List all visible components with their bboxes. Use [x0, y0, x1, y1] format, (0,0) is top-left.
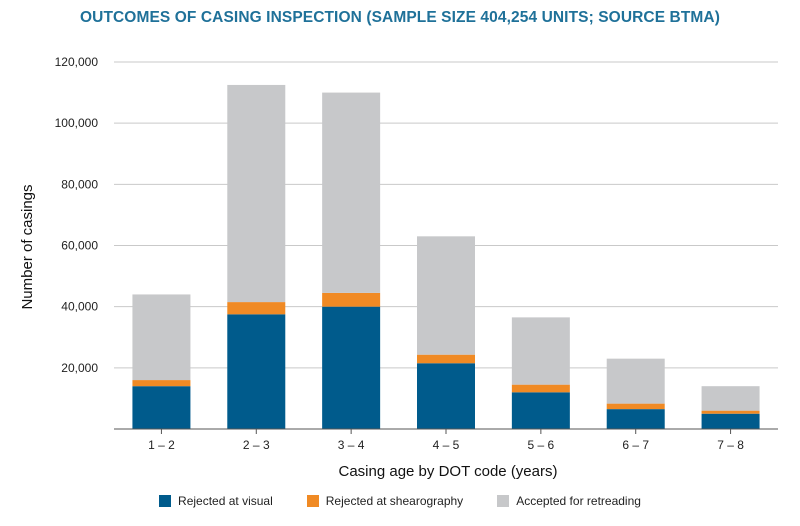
- bar-segment-1: [701, 413, 760, 429]
- legend-label: Accepted for retreading: [516, 494, 641, 508]
- bar-segment-1: [511, 392, 570, 429]
- bar-segment-3: [417, 236, 475, 355]
- x-tick-label: 1 – 2: [148, 438, 175, 452]
- bars: [132, 84, 760, 429]
- bar-segment-1: [322, 306, 381, 429]
- x-tick-label: 4 – 5: [433, 438, 460, 452]
- axes: 20,000 40,000 60,000 80,000 100,000 120,000 1 …: [55, 55, 778, 452]
- legend-item: Rejected at visual: [159, 494, 273, 508]
- legend-item: Accepted for retreading: [497, 494, 641, 508]
- x-tick-label: 3 – 4: [338, 438, 365, 452]
- bar-segment-3: [322, 92, 381, 293]
- bar-segment-3: [132, 294, 191, 381]
- bar-segment-2: [322, 292, 381, 307]
- bar-segment-1: [606, 409, 665, 429]
- bar-segment-1: [227, 314, 286, 429]
- y-tick-label: 80,000: [61, 177, 98, 191]
- y-axis-label: Number of casings: [19, 184, 36, 309]
- x-axis-label: Casing age by DOT code (years): [339, 463, 558, 480]
- bar-segment-2: [606, 403, 665, 410]
- bar-segment-2: [417, 354, 475, 364]
- x-tick-label: 5 – 6: [528, 438, 555, 452]
- bar-segment-3: [227, 84, 286, 303]
- y-tick-label: 100,000: [55, 116, 99, 130]
- x-tick-label: 7 – 8: [717, 438, 744, 452]
- y-tick-label: 60,000: [61, 239, 98, 253]
- bar-segment-2: [511, 384, 570, 393]
- bar-segment-1: [132, 386, 191, 429]
- legend-item: Rejected at shearography: [306, 494, 464, 508]
- chart-title: OUTCOMES OF CASING INSPECTION (SAMPLE SI…: [80, 9, 720, 26]
- legend-swatch: [497, 495, 510, 507]
- legend-label: Rejected at visual: [178, 494, 273, 508]
- legend-swatch: [159, 495, 172, 507]
- bar-segment-1: [417, 363, 475, 429]
- x-tick-label: 2 – 3: [243, 438, 270, 452]
- y-tick-label: 20,000: [61, 361, 98, 375]
- bar-segment-3: [511, 317, 570, 385]
- bar-segment-2: [701, 410, 760, 414]
- y-tick-label: 120,000: [55, 55, 99, 69]
- x-tick-label: 6 – 7: [622, 438, 649, 452]
- legend: Rejected at visual Rejected at shearograp…: [0, 494, 800, 508]
- bar-segment-2: [132, 380, 191, 387]
- bar-segment-3: [606, 358, 665, 404]
- legend-swatch: [306, 495, 319, 507]
- bar-segment-3: [701, 386, 760, 411]
- y-tick-label: 40,000: [61, 300, 98, 314]
- bar-segment-2: [227, 302, 286, 315]
- legend-label: Rejected at shearography: [325, 494, 464, 508]
